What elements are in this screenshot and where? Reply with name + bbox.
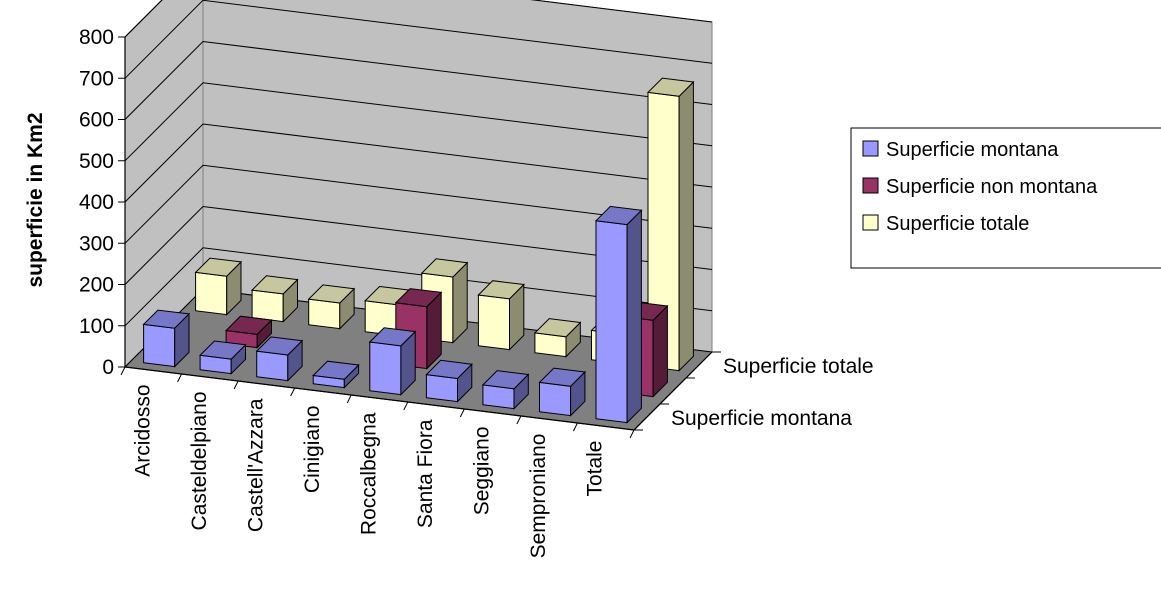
y-tick-label: 200 — [79, 274, 114, 297]
depth-axis-labels: Superficie totale Superficie montana — [634, 351, 874, 431]
gridline — [124, 82, 713, 162]
gridline — [124, 164, 713, 244]
x-tick-mark — [403, 401, 409, 411]
x-category-label: Castell'Azzara — [244, 398, 267, 532]
bar-superficie-totale — [194, 257, 243, 316]
y-tick-label: 0 — [102, 356, 114, 379]
x-tick-mark — [459, 408, 465, 418]
depth-axis-line — [633, 351, 713, 431]
depth-axis-label: Superficie totale — [723, 355, 874, 378]
bars — [142, 77, 695, 424]
legend-swatch — [862, 214, 879, 231]
gridline — [124, 205, 713, 285]
x-category-label: Arcidosso — [131, 385, 154, 477]
x-axis-category-labels: Arcidosso Casteldelpiano Castell'Azzara Cin… — [120, 366, 635, 559]
bar-superficie-totale — [307, 284, 356, 330]
x-category-label: Totale — [584, 441, 607, 497]
x-category-label: Seggiano — [471, 427, 494, 516]
x-tick-mark — [120, 366, 126, 376]
bar-superficie-totale — [646, 77, 695, 372]
bar-superficie-montana — [594, 205, 643, 424]
y-tick-label: 100 — [79, 315, 114, 338]
x-category-label: Santa Fiora — [414, 419, 437, 528]
x-tick-mark — [629, 429, 635, 439]
y-tick-label: 300 — [79, 232, 114, 255]
x-tick-mark — [233, 380, 239, 390]
x-category-label: Casteldelpiano — [188, 392, 211, 531]
bar-superficie-totale — [477, 280, 525, 351]
gridline — [124, 40, 713, 120]
y-tick-label: 800 — [79, 26, 114, 49]
y-axis-title: superficie in Km2 — [24, 112, 47, 287]
depth-axis-label: Superficie montana — [671, 407, 852, 430]
bar-superficie-montana — [142, 309, 191, 368]
bar-superficie-montana — [481, 370, 530, 410]
bar-superficie-totale — [251, 275, 299, 323]
bar-superficie-montana — [538, 367, 586, 417]
x-tick-mark — [572, 422, 578, 432]
y-tick-label: 400 — [79, 191, 114, 214]
gridline — [124, 0, 713, 79]
bar-superficie-montana — [368, 327, 417, 396]
legend-label: Superficie totale — [886, 213, 1029, 235]
legend-box — [850, 127, 1161, 269]
y-axis-tick-labels: 0 100 200 300 400 500 600 700 800 — [79, 26, 125, 379]
x-axis-line — [124, 366, 635, 431]
y-tick-label: 700 — [79, 67, 114, 90]
legend: Superficie montana Superficie non montana… — [850, 127, 1161, 269]
x-category-label: Roccalbegna — [358, 412, 381, 535]
legend-label: Superficie non montana — [886, 176, 1098, 198]
bar-superficie-montana — [425, 359, 473, 403]
legend-swatch — [862, 177, 879, 194]
bar-superficie-totale — [533, 318, 582, 358]
bar-superficie-montana — [255, 336, 304, 382]
gridline — [124, 247, 713, 327]
bar-superficie-montana — [199, 340, 247, 375]
x-category-label: Cinigiano — [301, 406, 324, 494]
gridline — [124, 123, 713, 203]
y-tick-label: 600 — [79, 109, 114, 132]
bar-superficie-montana — [312, 360, 360, 389]
x-category-label: Semproniano — [527, 434, 550, 559]
y-tick-label: 500 — [79, 150, 114, 173]
gridline — [124, 0, 713, 38]
x-tick-mark — [516, 415, 522, 425]
x-tick-mark — [346, 394, 352, 404]
gridlines — [124, 0, 713, 327]
x-tick-mark — [177, 373, 183, 383]
x-tick-mark — [290, 387, 296, 397]
legend-label: Superficie montana — [886, 139, 1059, 161]
legend-swatch — [862, 140, 879, 157]
